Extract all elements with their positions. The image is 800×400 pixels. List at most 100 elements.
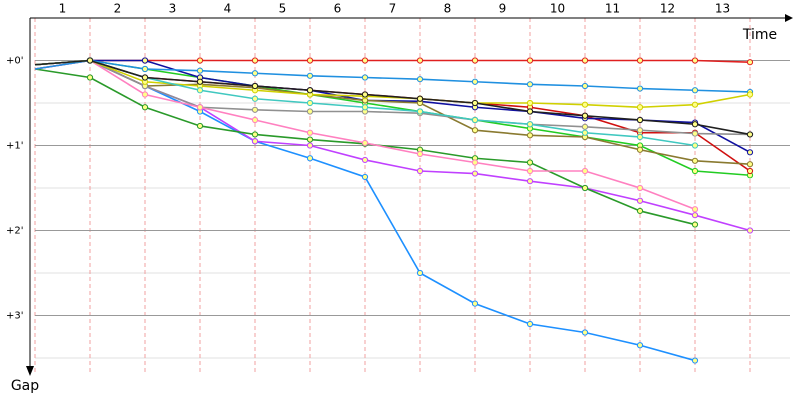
point xyxy=(526,121,534,128)
point xyxy=(141,57,149,64)
point xyxy=(306,72,314,79)
point xyxy=(196,104,204,111)
x-tick-label: 13 xyxy=(715,2,730,16)
point xyxy=(526,159,534,166)
point xyxy=(581,129,589,136)
point xyxy=(141,65,149,73)
point xyxy=(581,167,589,175)
point xyxy=(746,91,754,98)
point xyxy=(471,116,479,124)
point xyxy=(196,122,204,130)
point xyxy=(141,104,149,111)
point xyxy=(361,74,369,81)
point xyxy=(251,131,259,138)
point xyxy=(251,138,259,145)
point xyxy=(636,197,644,204)
point xyxy=(306,136,314,143)
point xyxy=(691,357,699,364)
x-tick-label: 2 xyxy=(114,2,122,16)
point xyxy=(636,207,644,215)
point xyxy=(636,57,644,64)
point xyxy=(581,184,589,192)
point xyxy=(196,78,204,85)
point xyxy=(361,57,369,64)
series-line xyxy=(34,59,751,136)
point xyxy=(86,74,94,81)
point xyxy=(251,116,259,124)
point xyxy=(746,161,754,168)
point xyxy=(416,150,424,158)
x-tick-label: 1 xyxy=(59,2,67,16)
point xyxy=(636,133,644,141)
series-line xyxy=(34,59,751,93)
x-axis-label: Time xyxy=(742,27,777,43)
y-tick-label: +2' xyxy=(6,226,24,237)
point xyxy=(526,178,534,185)
y-axis-label: Gap xyxy=(11,378,39,394)
point xyxy=(526,81,534,88)
point xyxy=(306,129,314,136)
point xyxy=(691,87,699,94)
point xyxy=(361,156,369,164)
point xyxy=(306,87,314,94)
point xyxy=(141,91,149,98)
x-tick-label: 6 xyxy=(334,2,342,16)
point xyxy=(581,112,589,119)
point xyxy=(581,123,589,130)
point xyxy=(636,127,644,134)
x-tick-label: 11 xyxy=(605,2,620,16)
point xyxy=(581,101,589,108)
point xyxy=(361,173,369,181)
point xyxy=(361,91,369,98)
point xyxy=(526,320,534,328)
point xyxy=(251,95,259,102)
point xyxy=(361,104,369,111)
point xyxy=(581,57,589,64)
point xyxy=(691,142,699,149)
x-tick-label: 8 xyxy=(444,2,452,16)
point xyxy=(636,116,644,124)
point xyxy=(691,101,699,108)
y-axis-arrow xyxy=(26,366,34,376)
x-tick-label: 3 xyxy=(169,2,177,16)
point xyxy=(691,157,699,164)
point xyxy=(416,167,424,175)
y-tick-label: +0' xyxy=(6,56,24,67)
point xyxy=(691,57,699,64)
point xyxy=(691,221,699,228)
point xyxy=(526,108,534,115)
point xyxy=(746,227,754,234)
point xyxy=(196,67,204,74)
x-tick-label: 5 xyxy=(279,2,287,16)
point xyxy=(251,106,259,113)
point xyxy=(306,57,314,64)
point xyxy=(306,142,314,149)
point xyxy=(416,269,424,277)
point xyxy=(746,59,754,66)
point xyxy=(691,212,699,219)
point xyxy=(526,132,534,139)
point xyxy=(251,82,259,90)
x-tick-label: 12 xyxy=(660,2,675,16)
x-axis-arrow xyxy=(785,14,793,22)
point xyxy=(416,57,424,64)
point xyxy=(141,74,149,81)
point xyxy=(416,76,424,83)
x-tick-label: 9 xyxy=(499,2,507,16)
point xyxy=(471,99,479,107)
point xyxy=(581,82,589,90)
point xyxy=(746,167,754,175)
point xyxy=(251,70,259,77)
series-line xyxy=(34,59,751,66)
point xyxy=(526,167,534,175)
x-tick-label: 4 xyxy=(224,2,232,16)
point xyxy=(86,57,94,64)
point xyxy=(636,104,644,111)
point xyxy=(746,149,754,156)
point xyxy=(691,167,699,175)
point xyxy=(361,139,369,147)
point xyxy=(471,127,479,134)
point xyxy=(196,57,204,64)
point xyxy=(581,329,589,336)
series-line xyxy=(34,59,751,109)
